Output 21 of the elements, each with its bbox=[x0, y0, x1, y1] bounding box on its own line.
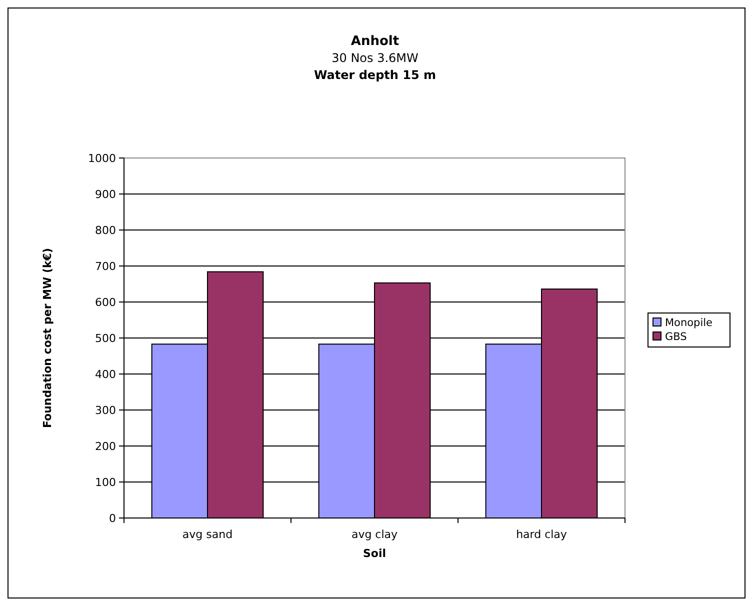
y-tick-label: 0 bbox=[109, 512, 116, 525]
y-tick-label: 900 bbox=[95, 188, 116, 201]
x-tick-label: avg clay bbox=[351, 528, 398, 541]
chart-title: Anholt bbox=[350, 34, 400, 49]
y-tick-label: 1000 bbox=[88, 152, 116, 165]
y-tick-label: 700 bbox=[95, 260, 116, 273]
y-axis-title: Foundation cost per MW (k€) bbox=[41, 248, 54, 428]
y-tick-label: 600 bbox=[95, 296, 116, 309]
y-tick-label: 500 bbox=[95, 332, 116, 345]
legend-label: Monopile bbox=[665, 317, 713, 329]
y-tick-label: 300 bbox=[95, 404, 116, 417]
y-tick-label: 100 bbox=[95, 476, 116, 489]
legend-label: GBS bbox=[665, 331, 688, 343]
y-tick-label: 400 bbox=[95, 368, 116, 381]
y-tick-label: 800 bbox=[95, 224, 116, 237]
x-tick-label: hard clay bbox=[516, 528, 568, 541]
x-tick-label: avg sand bbox=[182, 528, 233, 541]
chart-subtitle: 30 Nos 3.6MW bbox=[332, 51, 419, 65]
x-axis-title: Soil bbox=[362, 547, 386, 560]
text: Water depth 15 m bbox=[314, 68, 436, 82]
y-tick-label: 200 bbox=[95, 440, 116, 453]
